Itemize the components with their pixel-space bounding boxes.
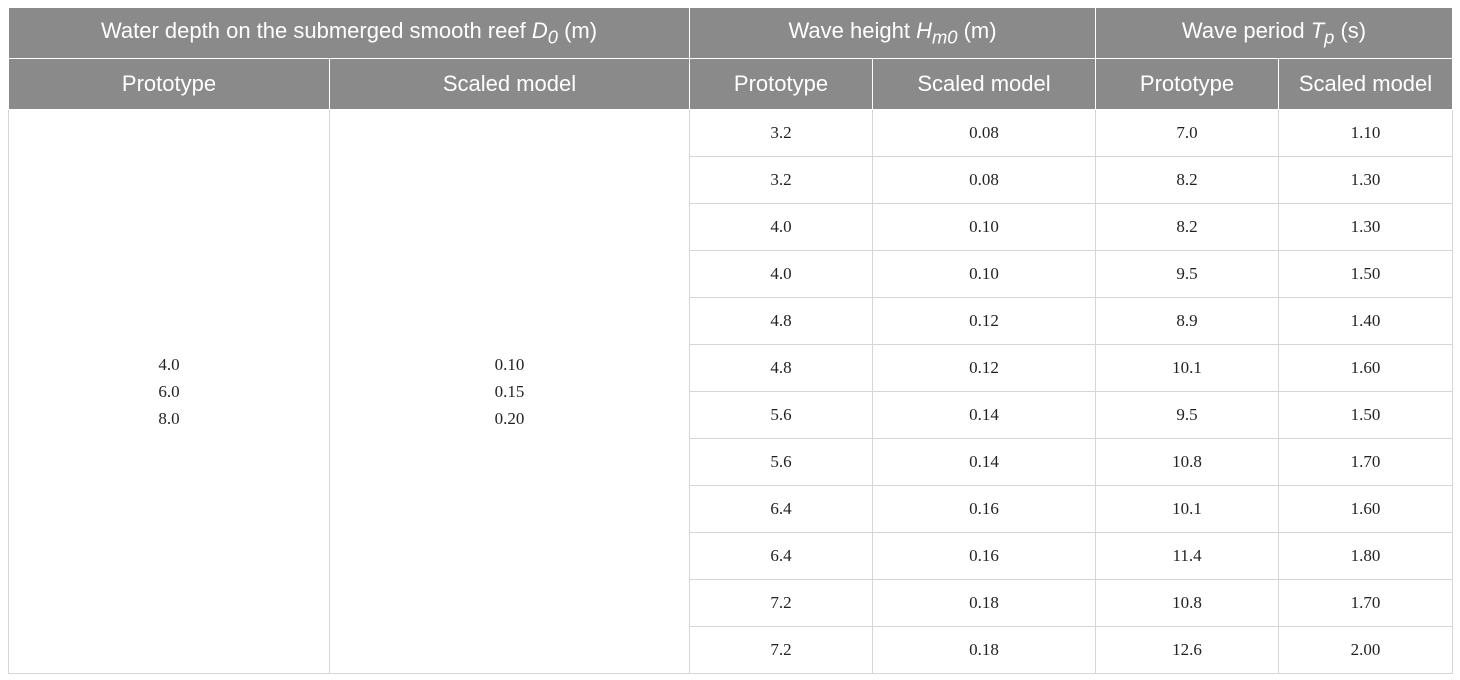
period-prototype-cell: 10.1 — [1095, 485, 1280, 533]
header-group-row: Water depth on the submerged smooth reef… — [8, 7, 1454, 59]
period-prototype-cell: 10.1 — [1095, 344, 1280, 392]
height-scaled-cell: 0.16 — [871, 485, 1097, 533]
header-wave-period: Wave period Tp (s) — [1095, 7, 1454, 59]
height-scaled-cell: 0.10 — [871, 203, 1097, 251]
period-scaled-cell: 1.60 — [1278, 485, 1454, 533]
period-scaled-cell: 1.10 — [1278, 109, 1454, 157]
table-row: 3.2 0.08 8.2 1.30 — [9, 156, 1454, 204]
height-prototype-cell: 4.8 — [689, 344, 873, 392]
table-row: 5.6 0.14 10.8 1.70 — [9, 438, 1454, 486]
table-row: 4.8 0.12 10.1 1.60 — [9, 344, 1454, 392]
height-prototype-cell: 4.8 — [689, 297, 873, 345]
height-scaled-cell: 0.14 — [871, 438, 1097, 486]
depth-scaled-value: 0.15 — [494, 382, 525, 401]
height-scaled-cell: 0.16 — [871, 532, 1097, 580]
data-table: Water depth on the submerged smooth reef… — [8, 7, 1454, 674]
table-row: 6.4 0.16 10.1 1.60 — [9, 485, 1454, 533]
period-prototype-cell: 10.8 — [1095, 579, 1280, 627]
header-sub-row: Prototype Scaled model Prototype Scaled … — [8, 58, 1454, 110]
height-prototype-cell: 6.4 — [689, 532, 873, 580]
height-prototype-cell: 7.2 — [689, 579, 873, 627]
table-row: 4.0 6.0 8.0 0.10 0.15 0.20 3.2 0.08 7.0 1.10 — [8, 109, 1454, 674]
period-prototype-cell: 8.2 — [1095, 203, 1280, 251]
height-prototype-cell: 3.2 — [689, 109, 873, 157]
subheader-period-scaled: Scaled model — [1278, 58, 1454, 110]
height-prototype-cell: 5.6 — [689, 391, 873, 439]
period-prototype-cell: 8.2 — [1095, 156, 1280, 204]
period-scaled-cell: 1.70 — [1278, 579, 1454, 627]
period-scaled-cell: 1.30 — [1278, 203, 1454, 251]
height-prototype-cell: 5.6 — [689, 438, 873, 486]
height-scaled-cell: 0.08 — [871, 109, 1097, 157]
table-row: 4.8 0.12 8.9 1.40 — [9, 297, 1454, 345]
depth-scaled-value: 0.20 — [494, 409, 525, 428]
period-prototype-cell: 10.8 — [1095, 438, 1280, 486]
table-body: 4.0 6.0 8.0 0.10 0.15 0.20 3.2 0.08 7.0 1.10 3.2 0.… — [8, 109, 1454, 674]
period-prototype-cell: 9.5 — [1095, 391, 1280, 439]
depth-prototype-cell: 4.0 6.0 8.0 — [8, 109, 330, 674]
table-row: 4.0 0.10 9.5 1.50 — [9, 250, 1454, 298]
period-scaled-cell: 2.00 — [1278, 626, 1454, 674]
height-prototype-cell: 3.2 — [689, 156, 873, 204]
depth-prototype-value: 6.0 — [158, 382, 180, 401]
table-row: 4.0 0.10 8.2 1.30 — [9, 203, 1454, 251]
subheader-period-prototype: Prototype — [1095, 58, 1280, 110]
depth-prototype-value: 8.0 — [158, 409, 180, 428]
depth-scaled-value: 0.10 — [494, 355, 525, 374]
period-scaled-cell: 1.40 — [1278, 297, 1454, 345]
period-scaled-cell: 1.70 — [1278, 438, 1454, 486]
header-wave-height: Wave height Hm0 (m) — [688, 7, 1097, 59]
height-scaled-cell: 0.18 — [871, 579, 1097, 627]
subheader-depth-prototype: Prototype — [8, 58, 330, 110]
period-prototype-cell: 8.9 — [1095, 297, 1280, 345]
subheader-height-prototype: Prototype — [689, 58, 873, 110]
subheader-depth-scaled: Scaled model — [329, 58, 690, 110]
height-prototype-cell: 4.0 — [689, 203, 873, 251]
height-prototype-cell: 6.4 — [689, 485, 873, 533]
period-scaled-cell: 1.80 — [1278, 532, 1454, 580]
table-row: 7.2 0.18 12.6 2.00 — [9, 626, 1454, 674]
header-water-depth: Water depth on the submerged smooth reef… — [8, 7, 690, 59]
table-row: 5.6 0.14 9.5 1.50 — [9, 391, 1454, 439]
height-prototype-cell: 4.0 — [689, 250, 873, 298]
height-scaled-cell: 0.12 — [871, 297, 1097, 345]
subheader-height-scaled: Scaled model — [871, 58, 1097, 110]
period-prototype-cell: 7.0 — [1095, 109, 1280, 157]
period-scaled-cell: 1.50 — [1278, 250, 1454, 298]
period-prototype-cell: 9.5 — [1095, 250, 1280, 298]
period-prototype-cell: 11.4 — [1095, 532, 1280, 580]
height-prototype-cell: 7.2 — [689, 626, 873, 674]
depth-prototype-value: 4.0 — [158, 355, 180, 374]
period-scaled-cell: 1.60 — [1278, 344, 1454, 392]
depth-scaled-cell: 0.10 0.15 0.20 — [329, 109, 690, 674]
period-scaled-cell: 1.30 — [1278, 156, 1454, 204]
height-scaled-cell: 0.08 — [871, 156, 1097, 204]
height-scaled-cell: 0.12 — [871, 344, 1097, 392]
height-scaled-cell: 0.14 — [871, 391, 1097, 439]
period-prototype-cell: 12.6 — [1095, 626, 1280, 674]
height-scaled-cell: 0.18 — [871, 626, 1097, 674]
period-scaled-cell: 1.50 — [1278, 391, 1454, 439]
height-scaled-cell: 0.10 — [871, 250, 1097, 298]
